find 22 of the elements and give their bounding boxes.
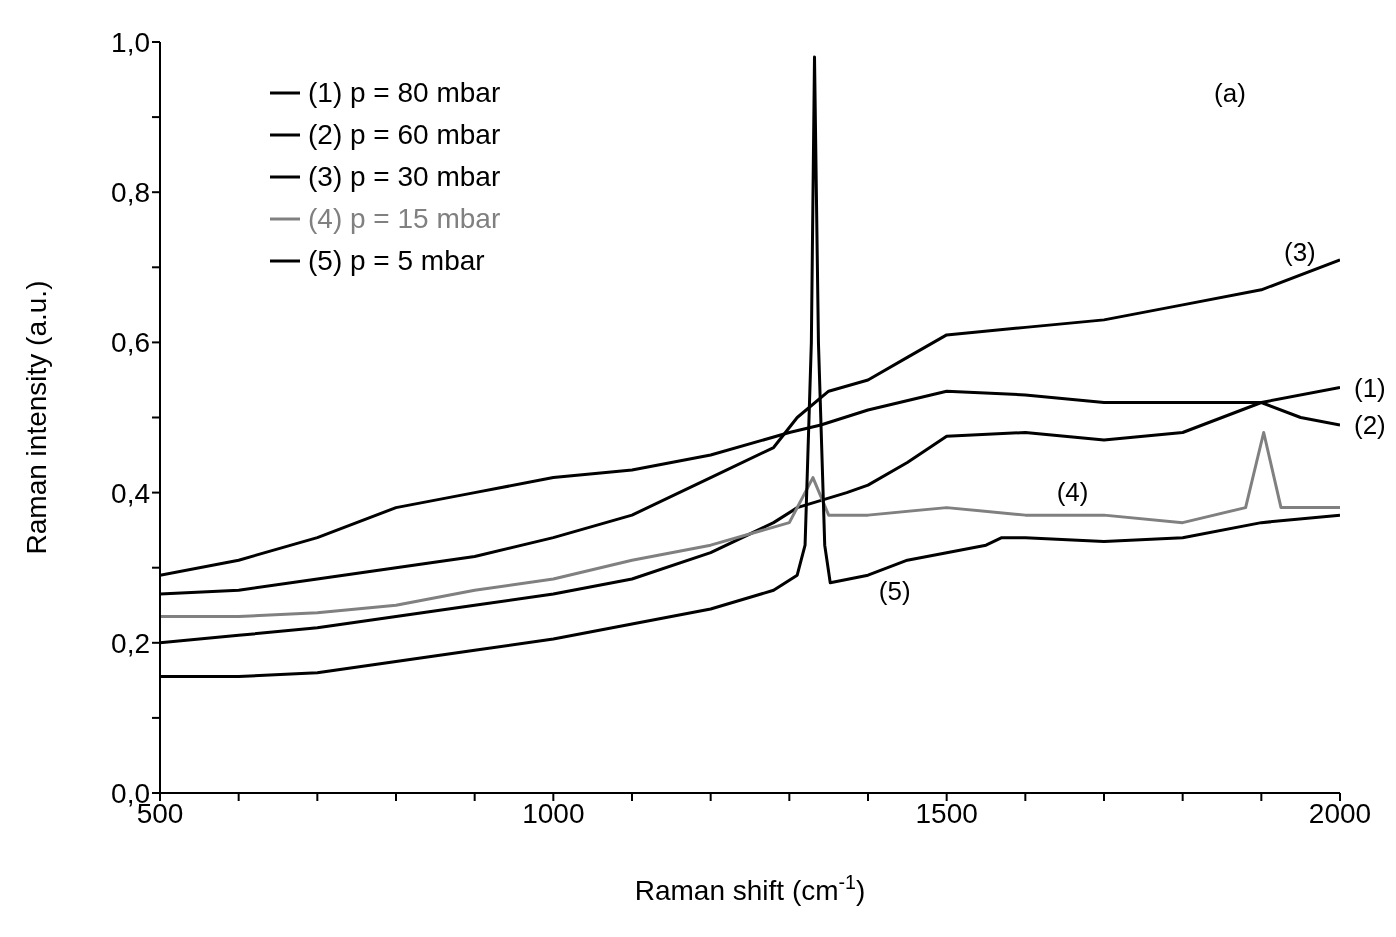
x-tick-label: 2000 <box>1308 797 1372 829</box>
annotation: (5) <box>878 576 911 607</box>
x-axis-title: Raman shift (cm$^{-1}$) <box>634 871 866 906</box>
y-tick-label: 0,8 <box>111 177 150 209</box>
annotation: (4) <box>1056 477 1089 508</box>
legend-label: (4) p = 15 mbar <box>308 202 501 236</box>
annotation: (1) <box>1354 372 1386 403</box>
legend-label: (5) p = 5 mbar <box>308 244 485 278</box>
y-tick-label: 0,4 <box>111 477 150 509</box>
legend-label: (2) p = 60 mbar <box>308 118 501 152</box>
y-axis-title: Raman intensity (a.u.) <box>21 280 52 555</box>
y-tick-label: 0,2 <box>111 627 150 659</box>
legend-label: (1) p = 80 mbar <box>308 76 501 110</box>
legend-label: (3) p = 30 mbar <box>308 160 501 194</box>
y-tick-label: 1,0 <box>111 26 150 58</box>
y-tick-label: 0,6 <box>111 327 150 359</box>
x-tick-label: 1000 <box>522 797 585 829</box>
annotation: (a) <box>1214 78 1246 108</box>
x-tick-label: 1500 <box>915 797 978 829</box>
line-series <box>160 431 1340 619</box>
annotation: (2) <box>1354 410 1386 441</box>
annotation: (3) <box>1283 236 1316 267</box>
